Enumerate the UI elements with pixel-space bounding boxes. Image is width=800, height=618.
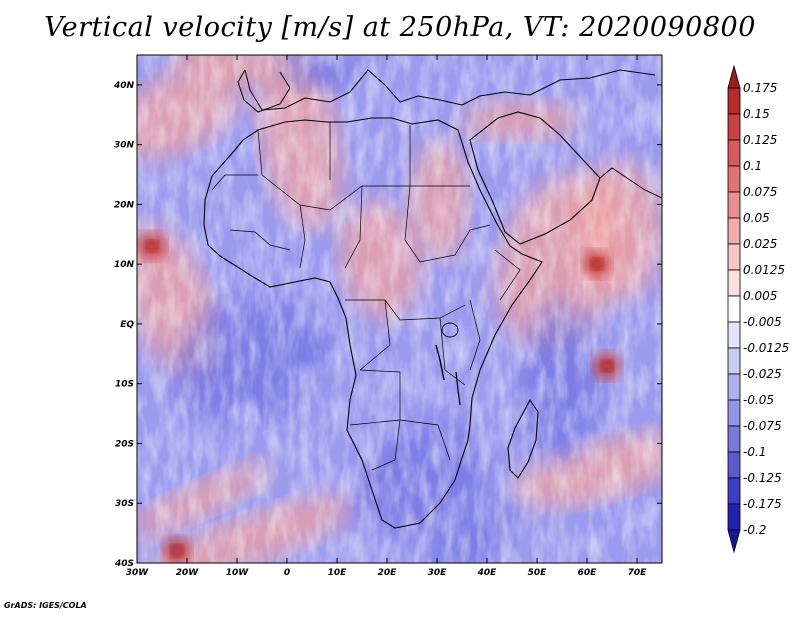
colorbar-segment — [727, 113, 741, 141]
colorbar-label: -0.175 — [743, 497, 782, 511]
colorbar-segment — [727, 399, 741, 427]
colorbar-segment — [727, 425, 741, 453]
lake-tanganyika — [435, 344, 445, 381]
colorbar-label: -0.125 — [743, 471, 782, 485]
x-tick-label: 50E — [528, 568, 548, 578]
y-tick-label: 10N — [114, 260, 135, 270]
asia-coastline — [599, 167, 662, 199]
colorbar-label: 0.0125 — [743, 263, 785, 277]
colorbar-label: 0.025 — [743, 237, 777, 251]
colorbar-label: -0.1 — [743, 445, 766, 459]
iberia-coastline — [237, 69, 291, 113]
colorbar-label: 0.075 — [743, 185, 777, 199]
lake-victoria — [441, 322, 459, 338]
x-tick-label: 20E — [378, 568, 398, 578]
strong-updraft-core — [591, 258, 603, 271]
x-tick-label: 10W — [226, 568, 250, 578]
colorbar: 0.175 0.15 0.125 0.1 0.075 0.05 0.025 0.0125 0.0… — [727, 64, 789, 554]
colorbar-segment — [727, 373, 741, 401]
colorbar-segment — [727, 217, 741, 245]
colorbar-label: -0.025 — [743, 367, 782, 381]
colorbar-label: -0.005 — [743, 315, 782, 329]
colorbar-segment — [727, 165, 741, 193]
colorbar-segment — [727, 191, 741, 219]
colorbar-label: 0.15 — [743, 107, 770, 121]
country-borders — [211, 122, 521, 471]
field-features — [138, 232, 621, 563]
colorbar-segment — [727, 321, 741, 349]
colorbar-label: -0.2 — [743, 523, 766, 537]
europe-coastline — [244, 69, 656, 111]
colorbar-segment — [727, 503, 741, 531]
lake-malawi — [455, 371, 461, 406]
africa-coastline — [203, 117, 543, 529]
field-texture — [137, 55, 662, 563]
map-title: Vertical velocity [m/s] at 250hPa, VT: 2… — [44, 12, 756, 43]
x-tick-label: 30E — [428, 568, 448, 578]
colorbar-segment — [727, 477, 741, 505]
x-tick-label: 70E — [628, 568, 648, 578]
colorbar-label: 0.05 — [743, 211, 770, 225]
madagascar-coastline — [507, 398, 539, 479]
y-tick-label: 30N — [114, 141, 135, 151]
x-tick-label: 60E — [578, 568, 598, 578]
y-tick-label: 40N — [113, 81, 135, 91]
colorbar-min-arrow — [727, 529, 741, 554]
arabia-coastline — [469, 111, 601, 245]
x-tick-label: 20W — [176, 568, 200, 578]
grads-credit: GrADS: IGES/COLA — [4, 601, 87, 610]
x-tick-label: 0 — [284, 568, 290, 578]
y-tick-label: EQ — [120, 320, 134, 330]
colorbar-label: 0.005 — [743, 289, 777, 303]
colorbar-segment — [727, 243, 741, 271]
velocity-field — [137, 55, 662, 563]
colorbar-segment — [727, 451, 741, 479]
strong-updraft-core — [146, 240, 158, 253]
x-tick-label: 40E — [477, 568, 498, 578]
y-tick-label: 40S — [114, 559, 134, 569]
colorbar-label: -0.075 — [743, 419, 782, 433]
colorbar-segment — [727, 87, 741, 115]
colorbar-label: 0.125 — [743, 133, 777, 147]
x-axis-ticks: 30W 20W 10W 0 10E 20E 30E 40E 50E 60E 70E — [126, 55, 647, 578]
colorbar-segment — [727, 269, 741, 297]
x-tick-label: 10E — [328, 568, 348, 578]
colorbar-label: 0.1 — [743, 159, 762, 173]
y-tick-label: 20N — [114, 200, 135, 210]
colorbar-label: 0.175 — [743, 81, 777, 95]
y-tick-label: 20S — [115, 439, 134, 449]
x-tick-label: 30W — [126, 568, 150, 578]
colorbar-segment — [727, 347, 741, 375]
y-axis-ticks: 40N 30N 20N 10N EQ 10S 20S 30S 40S — [113, 81, 662, 569]
colorbar-segment — [727, 139, 741, 167]
colorbar-label: -0.0125 — [743, 341, 789, 355]
colorbar-label: -0.05 — [743, 393, 774, 407]
plot-frame — [136, 54, 663, 564]
strong-updraft-core — [601, 359, 613, 372]
y-tick-label: 30S — [115, 499, 134, 509]
colorbar-max-arrow — [727, 64, 741, 89]
strong-updraft-core — [171, 545, 183, 558]
y-tick-label: 10S — [115, 380, 134, 390]
colorbar-segment — [727, 295, 741, 323]
